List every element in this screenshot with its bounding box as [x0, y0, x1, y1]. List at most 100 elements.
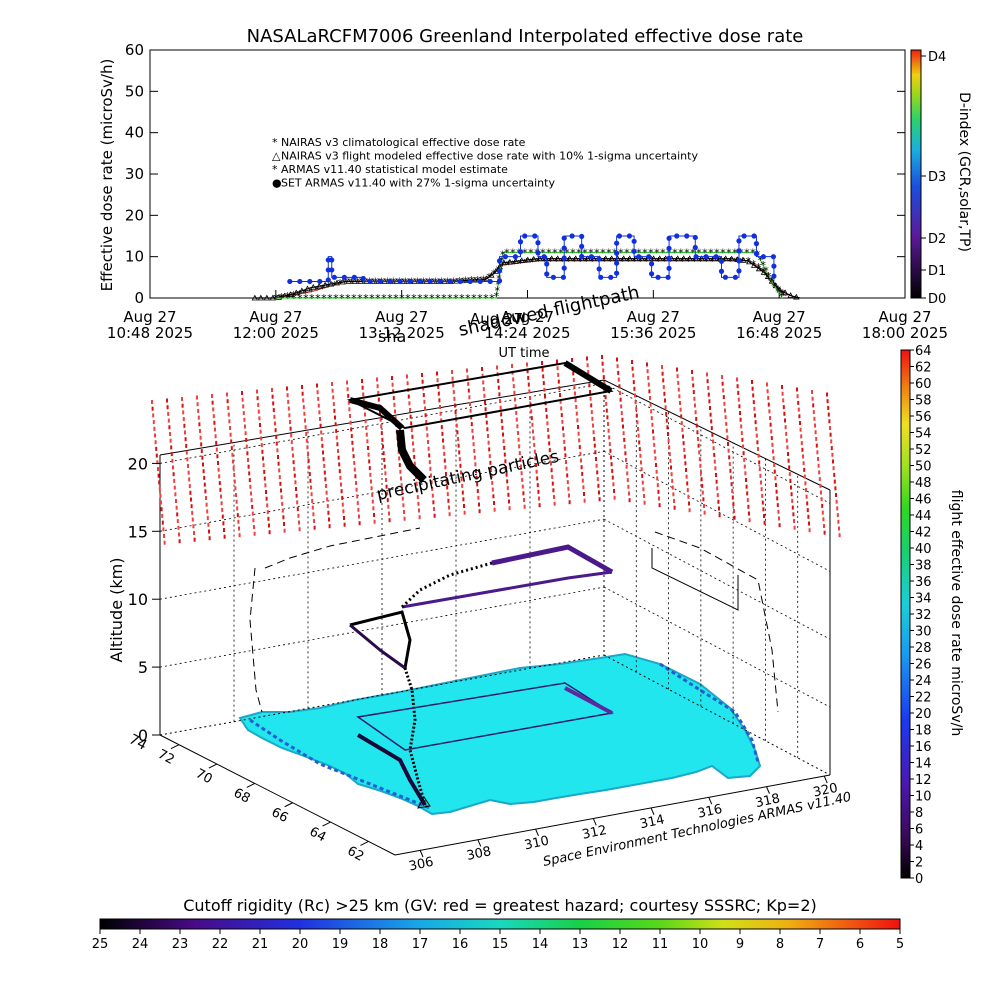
flight-track-top-projection	[346, 360, 614, 483]
rigidity-tick-label: 11	[652, 937, 669, 952]
series-point: *	[504, 247, 510, 260]
flight-3d-plot: precipitating particles Altitude (km) 05…	[107, 355, 853, 874]
series-point	[341, 274, 347, 280]
series-point: *	[678, 247, 684, 260]
series-point: *	[273, 292, 279, 305]
series-point	[548, 255, 555, 262]
series-point	[684, 233, 690, 239]
series-point	[251, 294, 259, 301]
series-point	[602, 255, 609, 262]
series-point: *	[684, 247, 690, 260]
longitude-tick-label: 308	[465, 844, 492, 864]
series-point: *	[691, 255, 697, 268]
series-point: *	[345, 292, 351, 305]
series-point	[397, 278, 403, 285]
series-point	[626, 255, 633, 262]
series-point: *	[495, 278, 501, 291]
d-index-label: D-index (GCR,solar,TP)	[956, 92, 972, 252]
series-point: *	[546, 247, 552, 260]
series-point: *	[423, 292, 429, 305]
series-point	[736, 268, 742, 274]
rigidity-tick-label: 19	[332, 937, 349, 952]
shadowed-fragment-label: sha	[378, 327, 406, 346]
series-point: *	[494, 290, 500, 303]
series-point	[304, 285, 311, 292]
legend-marker: ●	[272, 177, 282, 190]
series-point	[387, 278, 393, 285]
series-point: *	[642, 247, 648, 260]
series-point: *	[500, 249, 506, 262]
altitude-tick-label: 5	[138, 658, 148, 677]
series-point: *	[582, 247, 588, 260]
top-legend: * NAIRAS v3 climatological effective dose…	[272, 136, 698, 190]
series-point: *	[524, 256, 530, 269]
series-point: *	[291, 289, 297, 302]
series-point	[620, 255, 627, 262]
dose-tick-label: 46	[915, 493, 932, 508]
dose-tick-label: 54	[915, 427, 932, 442]
series-point	[736, 248, 742, 254]
longitude-tick-label: 316	[696, 802, 723, 822]
rigidity-tick-label: 22	[212, 937, 229, 952]
dose-tick-label: 62	[915, 361, 932, 376]
series-point	[674, 233, 680, 239]
series-point	[298, 287, 306, 294]
series-point: *	[690, 247, 696, 260]
series-point	[579, 243, 585, 250]
series-point	[287, 278, 293, 285]
series-point: *	[744, 247, 750, 260]
series-point	[648, 271, 655, 277]
series-point: *	[703, 255, 709, 268]
series-point	[596, 266, 602, 272]
series-point: *	[643, 255, 649, 268]
top-x-tick-time: 13:12 2025	[359, 324, 445, 342]
series-point: *	[576, 247, 582, 260]
series-point: *	[559, 255, 565, 268]
series-point	[722, 255, 729, 262]
dose-colorbar	[900, 349, 911, 879]
series-point	[674, 255, 681, 262]
series-point	[329, 267, 335, 273]
rigidity-tick-label: 8	[776, 937, 784, 952]
series-point: *	[522, 247, 528, 260]
series-point: *	[763, 265, 769, 278]
series-point: *	[540, 247, 546, 260]
series-point: *	[459, 292, 465, 305]
series-point	[357, 278, 364, 284]
series-point	[316, 282, 323, 289]
series-point	[367, 278, 373, 285]
precipitating-particles-field	[151, 355, 841, 545]
rigidity-tick-label: 24	[132, 937, 149, 952]
shadow-right-wall	[654, 531, 779, 713]
series-point	[561, 255, 567, 261]
legend-label: ARMAS v11.40 statistical model estimate	[281, 163, 508, 176]
series-point	[631, 238, 637, 244]
series-point	[793, 293, 800, 300]
series-point: *	[363, 292, 369, 305]
altitude-tick-label: 10	[128, 590, 148, 609]
series-point	[496, 268, 503, 274]
series-point	[579, 253, 585, 260]
chart-title: NASALaRCFM7006 Greenland Interpolated ef…	[247, 26, 804, 47]
series-point	[698, 255, 705, 262]
top-x-axis-label: UT time	[499, 346, 550, 361]
series-point	[457, 278, 463, 285]
series-point	[614, 270, 620, 276]
rigidity-tick-label: 5	[896, 937, 904, 952]
series-point: *	[411, 292, 417, 305]
series-point: *	[309, 292, 315, 305]
legend-marker: *	[272, 136, 278, 149]
shadow-left-wall	[264, 527, 421, 569]
series-point	[755, 265, 763, 272]
series-point: *	[303, 287, 309, 300]
series-point	[297, 278, 303, 285]
series-point	[351, 274, 357, 280]
dose-tick-label: 48	[915, 476, 932, 491]
series-point	[275, 293, 282, 300]
series-point	[329, 257, 335, 263]
top-x-tick-date: Aug 27	[375, 308, 428, 326]
dose-tick-label: 34	[915, 592, 932, 607]
series-point: *	[775, 285, 781, 298]
legend-marker: *	[272, 163, 278, 176]
